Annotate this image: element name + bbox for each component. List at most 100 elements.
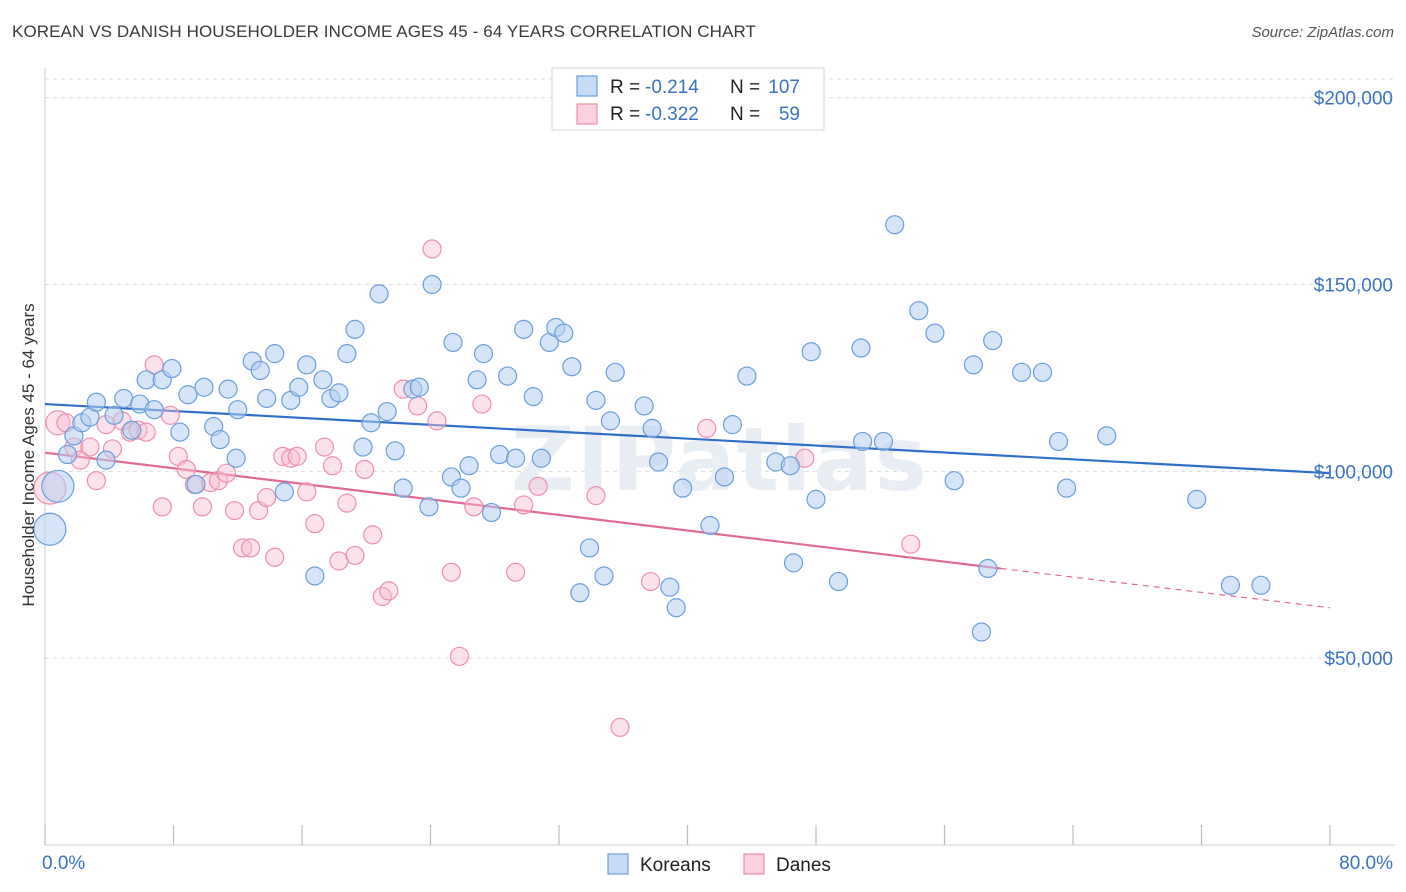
korean-point-84 [783, 553, 804, 573]
legend-r-label-0: R = [610, 77, 640, 98]
korean-point-77 [673, 478, 693, 498]
legend-n-value-0: 107 [768, 77, 800, 98]
legend-swatch-koreans [576, 75, 598, 97]
dane-point-57 [697, 418, 717, 438]
dane-point-23 [224, 500, 245, 521]
bottom-legend-swatch-danes [743, 853, 765, 875]
y-tick-label-0: $50,000 [1324, 649, 1393, 670]
korean-point-64 [554, 323, 574, 343]
dane-point-59 [901, 534, 921, 554]
dane-point-35 [322, 456, 343, 476]
dane-point-27 [257, 487, 277, 508]
korean-point-72 [634, 396, 654, 416]
dane-point-55 [610, 717, 630, 737]
korean-point-41 [369, 284, 389, 304]
chart-title: KOREAN VS DANISH HOUSEHOLDER INCOME AGES… [12, 22, 757, 41]
dane-point-54 [586, 486, 606, 506]
korean-point-47 [419, 497, 439, 517]
dane-point-52 [514, 495, 534, 515]
y-tick-label-1: $100,000 [1314, 462, 1393, 483]
korean-point-29 [274, 482, 294, 502]
korean-point-95 [963, 355, 984, 375]
korean-point-67 [579, 538, 600, 558]
korean-point-28 [265, 344, 285, 364]
korean-point-85 [801, 342, 821, 362]
korean-point-73 [642, 418, 662, 438]
dane-point-31 [287, 446, 307, 466]
dane-point-48 [449, 646, 470, 666]
korean-point-61 [531, 448, 551, 468]
korean-point-34 [313, 370, 333, 390]
korean-point-17 [178, 385, 198, 405]
korean-point-94 [944, 471, 964, 491]
y-tick-label-2: $150,000 [1314, 276, 1393, 297]
dane-point-22 [216, 463, 237, 483]
korean-point-81 [737, 366, 757, 386]
korean-point-54 [473, 344, 494, 364]
trend-lines [44, 402, 1331, 609]
korean-point-99 [1011, 362, 1032, 382]
korean-point-69 [594, 566, 614, 586]
bottom-legend-label-danes: Danes [776, 855, 831, 876]
korean-point-65 [562, 357, 582, 377]
korean-point-48 [422, 274, 442, 295]
legend-r-value-1: -0.322 [645, 104, 699, 125]
korean-point-46 [409, 377, 429, 397]
x-tick-label-left: 0.0% [42, 853, 85, 874]
dane-point-40 [363, 525, 383, 545]
korean-point-105 [1220, 575, 1241, 595]
dane-point-42 [379, 581, 399, 601]
korean-point-103 [1097, 426, 1117, 446]
korean-point-33 [305, 566, 325, 586]
korean-point-12 [136, 370, 156, 390]
korean-point-70 [600, 411, 621, 431]
korean-point-26 [250, 360, 270, 381]
dane-point-19 [192, 497, 213, 517]
dane-point-28 [265, 547, 285, 567]
y-tick-label-3: $200,000 [1314, 89, 1393, 110]
bottom-legend-swatch-koreans [607, 853, 629, 875]
korean-point-104 [1187, 489, 1207, 509]
x-tick-label-right: 80.0% [1339, 853, 1393, 874]
korean-point-101 [1048, 431, 1069, 452]
korean-point-19 [194, 377, 214, 397]
korean-point-100 [1032, 362, 1053, 382]
legend-n-label-0: N = [730, 77, 760, 98]
legend-r-label-1: R = [610, 104, 640, 125]
korean-point-93 [925, 323, 945, 343]
danes-trend-line [44, 451, 1001, 570]
legend-r-value-0: -0.214 [645, 77, 699, 98]
korean-point-9 [114, 388, 134, 409]
dane-point-37 [337, 493, 357, 513]
korean-point-53 [467, 370, 487, 390]
dane-point-39 [355, 459, 375, 480]
dane-point-56 [640, 571, 661, 592]
dane-point-49 [464, 497, 484, 517]
korean-point-8 [104, 405, 124, 425]
korean-point-96 [971, 622, 992, 642]
dane-point-46 [427, 411, 447, 431]
y-tick-labels: $50,000 $100,000 $150,000 $200,000 [1314, 89, 1393, 670]
korean-point-13 [144, 400, 164, 420]
korean-point-59 [514, 319, 534, 339]
bottom-legend-label-koreans: Koreans [640, 855, 711, 876]
korean-point-87 [828, 571, 849, 592]
watermark: ZIPatlas [511, 408, 929, 511]
korean-point-97 [978, 558, 998, 579]
korean-point-50 [443, 332, 463, 353]
source-credit: Source: ZipAtlas.com [1251, 24, 1394, 41]
axes [44, 68, 1395, 846]
korean-point-15 [162, 358, 182, 379]
dane-point-21 [208, 471, 229, 491]
dane-point-25 [241, 538, 261, 558]
dane-point-38 [345, 545, 365, 566]
korean-point-0 [33, 512, 67, 546]
x-tick-labels: 0.0% 80.0% [42, 853, 1393, 874]
legend-n-label-1: N = [730, 104, 760, 125]
korean-point-51 [451, 478, 471, 498]
korean-point-102 [1056, 478, 1077, 498]
korean-point-2 [57, 444, 78, 465]
korean-point-10 [122, 420, 142, 440]
korean-point-6 [86, 392, 107, 412]
